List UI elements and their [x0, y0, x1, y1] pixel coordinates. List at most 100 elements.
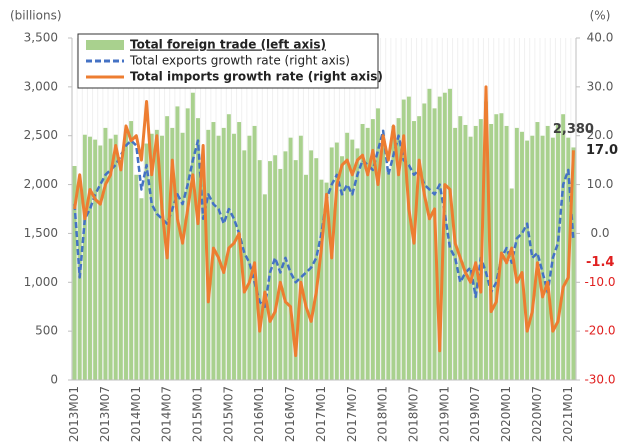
y-tick-label: 0: [50, 373, 58, 387]
bar: [468, 136, 473, 380]
x-tick-label: 2018M07: [407, 386, 421, 442]
bar: [283, 151, 288, 380]
y2-tick-label: 40.0: [587, 31, 614, 45]
bar: [376, 108, 380, 381]
x-tick-label: 2014M07: [160, 386, 174, 442]
bar: [556, 124, 560, 380]
x-tick-label: 2016M07: [283, 386, 297, 442]
bar: [98, 145, 103, 380]
y2-tick-label: 0.0: [590, 226, 609, 240]
bar: [473, 125, 478, 380]
bar: [319, 179, 324, 380]
bar: [571, 147, 576, 380]
bar: [170, 127, 175, 380]
bar: [453, 127, 458, 380]
bar: [535, 122, 540, 380]
bar: [540, 135, 545, 380]
bar: [273, 155, 278, 380]
bar: [154, 129, 159, 380]
x-tick-label: 2017M01: [314, 386, 328, 442]
legend-label: Total foreign trade (left axis): [130, 38, 326, 52]
x-tick-label: 2019M01: [437, 386, 451, 442]
bar: [262, 194, 267, 380]
bar: [144, 143, 149, 380]
bar: [463, 124, 468, 380]
x-tick-label: 2019M07: [468, 386, 482, 442]
bar: [237, 122, 242, 380]
y2-tick-label: 30.0: [587, 79, 614, 93]
data-label: 17.0: [586, 143, 618, 158]
bar: [324, 182, 329, 380]
bar: [396, 118, 401, 380]
bar: [561, 114, 566, 381]
y2-tick-label: -30.0: [584, 373, 615, 387]
bar: [340, 156, 344, 380]
x-tick-label: 2021M01: [561, 386, 575, 442]
data-label: 2,380: [553, 122, 594, 137]
y-tick-label: 1,000: [24, 275, 58, 289]
bar: [525, 140, 530, 380]
bar: [113, 134, 118, 380]
bar: [124, 131, 128, 380]
x-tick-label: 2017M07: [345, 386, 359, 442]
bar: [370, 119, 375, 381]
x-tick-label: 2020M01: [499, 386, 513, 442]
bar: [520, 131, 524, 380]
bar: [509, 188, 514, 380]
bar: [386, 171, 391, 380]
bar: [190, 92, 195, 380]
bar: [314, 158, 319, 380]
y2-tick-label: 20.0: [587, 128, 614, 142]
bar: [134, 174, 139, 380]
x-tick-label: 2015M01: [191, 386, 205, 442]
bar: [149, 133, 154, 380]
bar: [545, 125, 550, 380]
bar: [484, 101, 488, 380]
bar: [88, 136, 92, 380]
bar: [350, 139, 355, 380]
bar: [329, 147, 334, 380]
bar: [221, 127, 226, 380]
bar: [257, 160, 262, 380]
bar: [175, 106, 180, 381]
y2-tick-label: -20.0: [584, 324, 615, 338]
bar: [252, 125, 257, 380]
line: [73, 85, 575, 358]
y-tick-label: 2,000: [24, 177, 58, 191]
bar: [345, 132, 350, 380]
bar: [417, 116, 422, 381]
bar: [242, 150, 247, 380]
bar: [499, 113, 504, 381]
bar: [381, 139, 386, 380]
legend-box: [77, 33, 379, 89]
bar: [304, 174, 308, 380]
y-tick-label: 2,500: [24, 128, 58, 142]
y2-axis-label: (%): [590, 9, 611, 23]
legend-swatch: [86, 40, 124, 50]
bar: [442, 92, 447, 380]
x-tick-label: 2013M01: [67, 386, 81, 442]
y-axis-label: (billions): [10, 9, 62, 23]
bar: [355, 148, 360, 380]
bar: [118, 162, 123, 380]
y-tick-label: 3,000: [24, 79, 58, 93]
bar: [293, 160, 298, 380]
y2-tick-label: -10.0: [584, 275, 615, 289]
x-tick-label: 2014M01: [129, 386, 143, 442]
bar: [458, 116, 463, 381]
bar: [334, 142, 339, 380]
bar: [288, 137, 293, 380]
y-tick-label: 3,500: [24, 31, 58, 45]
y2-tick-label: 10.0: [587, 177, 614, 191]
bar: [406, 96, 411, 380]
x-tick-label: 2020M07: [530, 386, 544, 442]
bar: [514, 127, 519, 380]
legend: Total foreign trade (left axis) Total exp…: [77, 33, 383, 89]
bar: [196, 118, 200, 380]
bar: [504, 125, 509, 380]
bar: [360, 123, 365, 380]
bar: [422, 103, 427, 381]
bar: [278, 168, 283, 380]
legend-label: Total imports growth rate (right axis): [130, 70, 383, 84]
